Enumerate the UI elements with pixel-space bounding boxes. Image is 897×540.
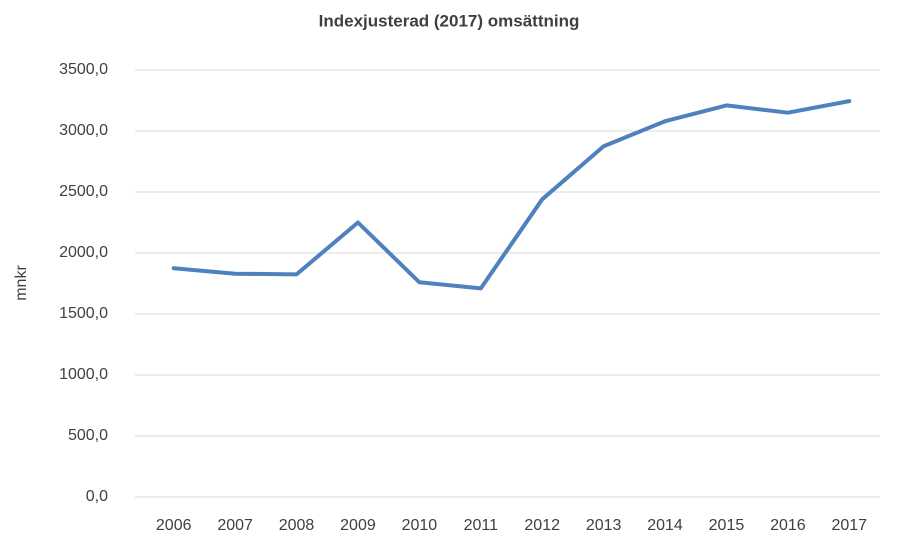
chart-title: Indexjusterad (2017) omsättning bbox=[319, 11, 580, 30]
y-tick-label: 500,0 bbox=[68, 427, 108, 444]
y-tick-label: 3000,0 bbox=[59, 122, 108, 139]
line-series bbox=[171, 99, 852, 291]
x-tick-label: 2017 bbox=[831, 517, 867, 534]
y-tick-label: 2000,0 bbox=[59, 244, 108, 261]
x-tick-label: 2012 bbox=[524, 517, 560, 534]
x-tick-label: 2015 bbox=[709, 517, 745, 534]
x-tick-label: 2009 bbox=[340, 517, 376, 534]
x-tick-label: 2008 bbox=[279, 517, 315, 534]
x-tick-label: 2006 bbox=[156, 517, 192, 534]
x-tick-label: 2007 bbox=[217, 517, 253, 534]
y-axis-label: mnkr bbox=[13, 265, 30, 301]
y-tick-label: 3500,0 bbox=[59, 61, 108, 78]
y-tick-label: 1000,0 bbox=[59, 366, 108, 383]
y-tick-label: 1500,0 bbox=[59, 305, 108, 322]
x-tick-label: 2013 bbox=[586, 517, 622, 534]
x-tick-label: 2011 bbox=[464, 517, 499, 534]
x-tick-label: 2016 bbox=[770, 517, 806, 534]
x-tick-label: 2010 bbox=[402, 517, 438, 534]
y-tick-label: 0,0 bbox=[86, 488, 108, 505]
x-tick-label: 2014 bbox=[647, 517, 683, 534]
y-tick-label: 2500,0 bbox=[59, 183, 108, 200]
